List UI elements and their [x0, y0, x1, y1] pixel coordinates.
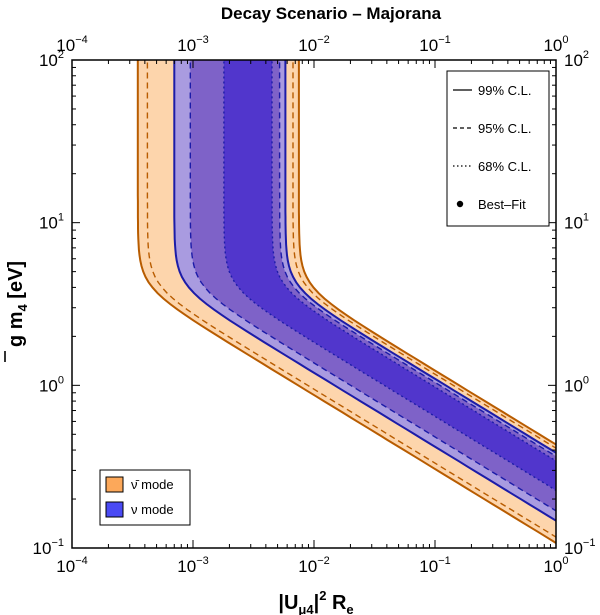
y-tick-label-left: 101	[39, 212, 64, 233]
band-2-right-edge	[284, 60, 556, 454]
legend-linestyles: 99% C.L. 95% C.L. 68% C.L. Best–Fit	[446, 70, 550, 227]
x-tick-label-bottom: 10−2	[298, 555, 329, 576]
y-tick-label-left: 102	[39, 49, 64, 70]
legend-modes: ν̄ mode ν mode	[99, 469, 191, 526]
legend-linestyle-label: 68% C.L.	[478, 159, 531, 174]
x-tick-label-top: 10−1	[419, 34, 450, 55]
x-tick-label-bottom: 10−4	[56, 555, 87, 576]
legend-mode-swatch	[105, 501, 124, 518]
x-tick-label-top: 10−2	[298, 34, 329, 55]
y-tick-label-left: 10−1	[33, 537, 64, 558]
legend-linestyles-frame	[446, 70, 550, 227]
legend-linestyle-label: 95% C.L.	[478, 121, 531, 136]
y-axis-label: g m4 [eV]	[4, 261, 30, 362]
legend-mode-label: ν̄ mode	[131, 477, 174, 492]
band-1-left-edge	[146, 60, 556, 538]
band-2-left-edge	[173, 60, 556, 522]
x-tick-label-top: 10−4	[56, 34, 87, 55]
legend-linestyle-label: 99% C.L.	[478, 83, 531, 98]
edge-layer	[136, 60, 556, 545]
chart-title: Decay Scenario – Majorana	[221, 4, 442, 23]
y-tick-label-left: 100	[39, 374, 64, 395]
x-tick-label-top: 10−3	[177, 34, 208, 55]
tick-layer	[71, 59, 557, 549]
y-tick-label-right: 10−1	[564, 537, 595, 558]
y-tick-label-right: 102	[564, 49, 589, 70]
y-tick-label-right: 100	[564, 374, 589, 395]
x-tick-label-bottom: 100	[543, 555, 568, 576]
band-3-right-edge	[278, 60, 556, 458]
band-layer	[137, 60, 556, 543]
band-3-left-edge	[189, 60, 556, 512]
legend-mode-label: ν mode	[131, 502, 174, 517]
band-0-left-edge	[136, 60, 556, 545]
band-4	[223, 60, 556, 491]
x-tick-label-bottom: 10−1	[419, 555, 450, 576]
legend-linestyle-label: Best–Fit	[478, 197, 526, 212]
svg-text:g m4 [eV]: g m4 [eV]	[5, 261, 30, 347]
y-tick-label-right: 101	[564, 212, 589, 233]
band-4-left-edge	[223, 60, 556, 492]
tick-label-layer: 10−410−410−310−310−210−210−110−110010010…	[33, 34, 596, 576]
legend-marker-best-fit	[456, 200, 464, 208]
x-tick-label-top: 100	[543, 34, 568, 55]
band-0-right-edge	[297, 60, 556, 446]
band-1-right-edge	[292, 60, 556, 449]
x-tick-label-bottom: 10−3	[177, 555, 208, 576]
legend-mode-swatch	[105, 476, 124, 493]
x-axis-label: |Uμ4|2 Re	[278, 588, 353, 615]
